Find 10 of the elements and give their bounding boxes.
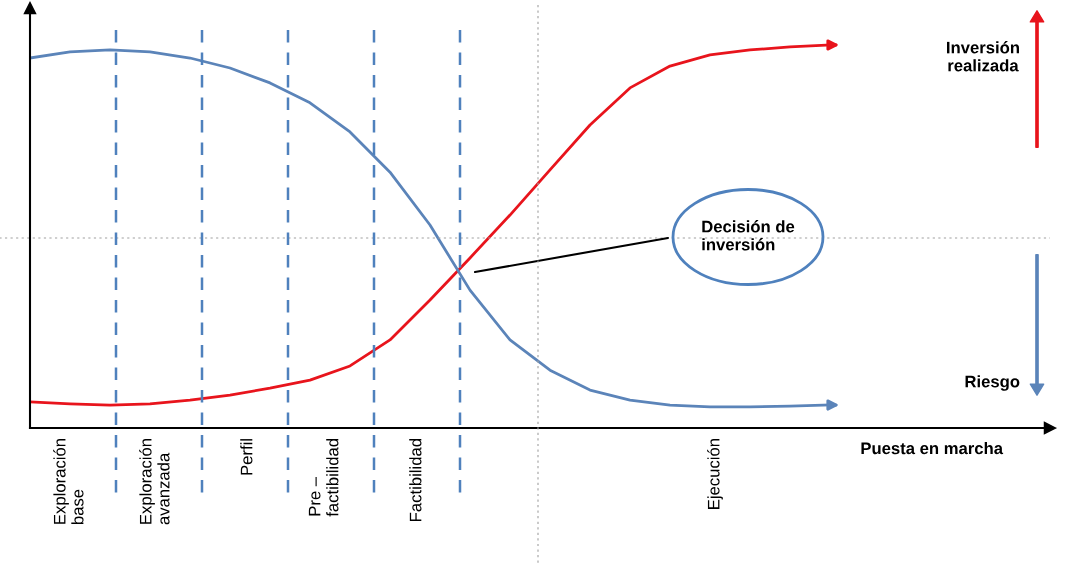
text: Exploración avanzada [139, 439, 170, 525]
text: Riesgo [965, 375, 1020, 391]
text: Pre – factibilidad [308, 439, 339, 517]
x-axis-title: Puesta en marcha [861, 442, 1004, 455]
text: Inversión realizada [947, 41, 1019, 72]
text: Factibilidad [409, 439, 422, 521]
text: Ejecución [707, 439, 723, 509]
text: Perfil [240, 439, 253, 475]
text: Exploración base [53, 439, 84, 525]
annotation: Decisión de inversión [702, 220, 795, 251]
